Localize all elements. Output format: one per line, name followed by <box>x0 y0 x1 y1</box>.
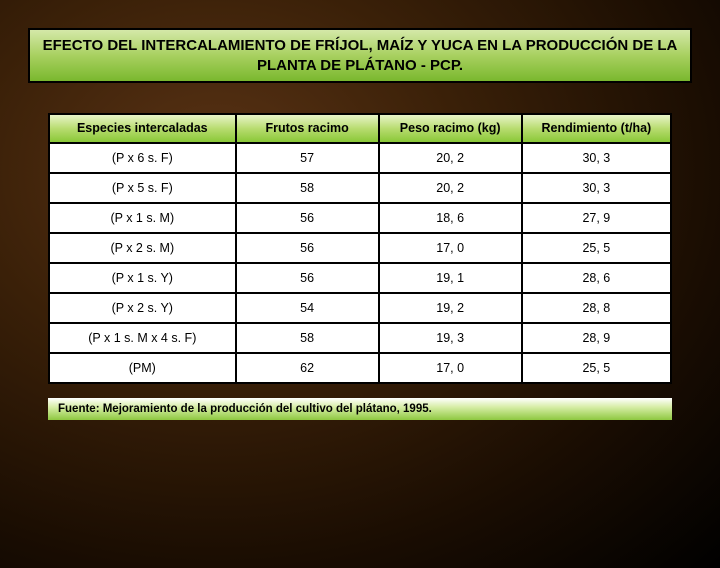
cell-rend: 25, 5 <box>522 233 671 263</box>
cell-peso: 19, 1 <box>379 263 522 293</box>
data-table: Especies intercaladas Frutos racimo Peso… <box>48 113 672 384</box>
col-header-species: Especies intercaladas <box>49 114 236 143</box>
cell-frutos: 56 <box>236 233 379 263</box>
col-header-rend: Rendimiento (t/ha) <box>522 114 671 143</box>
cell-frutos: 57 <box>236 143 379 173</box>
table-row: (P x 1 s. M x 4 s. F) 58 19, 3 28, 9 <box>49 323 671 353</box>
cell-frutos: 58 <box>236 323 379 353</box>
cell-peso: 19, 2 <box>379 293 522 323</box>
table-row: (P x 1 s. Y) 56 19, 1 28, 6 <box>49 263 671 293</box>
cell-rend: 30, 3 <box>522 143 671 173</box>
cell-rend: 28, 9 <box>522 323 671 353</box>
cell-rend: 27, 9 <box>522 203 671 233</box>
table-row: (P x 6 s. F) 57 20, 2 30, 3 <box>49 143 671 173</box>
cell-rend: 30, 3 <box>522 173 671 203</box>
cell-species: (P x 1 s. M) <box>49 203 236 233</box>
page-title: EFECTO DEL INTERCALAMIENTO DE FRÍJOL, MA… <box>42 36 678 75</box>
table-row: (P x 2 s. M) 56 17, 0 25, 5 <box>49 233 671 263</box>
table-row: (P x 1 s. M) 56 18, 6 27, 9 <box>49 203 671 233</box>
cell-peso: 20, 2 <box>379 143 522 173</box>
cell-frutos: 56 <box>236 203 379 233</box>
cell-peso: 17, 0 <box>379 353 522 383</box>
table-row: (P x 5 s. F) 58 20, 2 30, 3 <box>49 173 671 203</box>
cell-peso: 18, 6 <box>379 203 522 233</box>
cell-rend: 28, 8 <box>522 293 671 323</box>
title-box: EFECTO DEL INTERCALAMIENTO DE FRÍJOL, MA… <box>28 28 692 83</box>
table-row: (PM) 62 17, 0 25, 5 <box>49 353 671 383</box>
source-citation: Fuente: Mejoramiento de la producción de… <box>48 398 672 420</box>
col-header-frutos: Frutos racimo <box>236 114 379 143</box>
cell-peso: 17, 0 <box>379 233 522 263</box>
table-body: (P x 6 s. F) 57 20, 2 30, 3 (P x 5 s. F)… <box>49 143 671 383</box>
data-table-container: Especies intercaladas Frutos racimo Peso… <box>48 113 672 384</box>
cell-frutos: 54 <box>236 293 379 323</box>
cell-frutos: 62 <box>236 353 379 383</box>
table-header-row: Especies intercaladas Frutos racimo Peso… <box>49 114 671 143</box>
col-header-peso: Peso racimo (kg) <box>379 114 522 143</box>
cell-species: (P x 5 s. F) <box>49 173 236 203</box>
cell-peso: 20, 2 <box>379 173 522 203</box>
cell-species: (P x 2 s. Y) <box>49 293 236 323</box>
cell-frutos: 56 <box>236 263 379 293</box>
cell-species: (PM) <box>49 353 236 383</box>
cell-rend: 25, 5 <box>522 353 671 383</box>
cell-species: (P x 2 s. M) <box>49 233 236 263</box>
cell-species: (P x 6 s. F) <box>49 143 236 173</box>
table-row: (P x 2 s. Y) 54 19, 2 28, 8 <box>49 293 671 323</box>
cell-peso: 19, 3 <box>379 323 522 353</box>
cell-species: (P x 1 s. Y) <box>49 263 236 293</box>
cell-rend: 28, 6 <box>522 263 671 293</box>
cell-species: (P x 1 s. M x 4 s. F) <box>49 323 236 353</box>
cell-frutos: 58 <box>236 173 379 203</box>
